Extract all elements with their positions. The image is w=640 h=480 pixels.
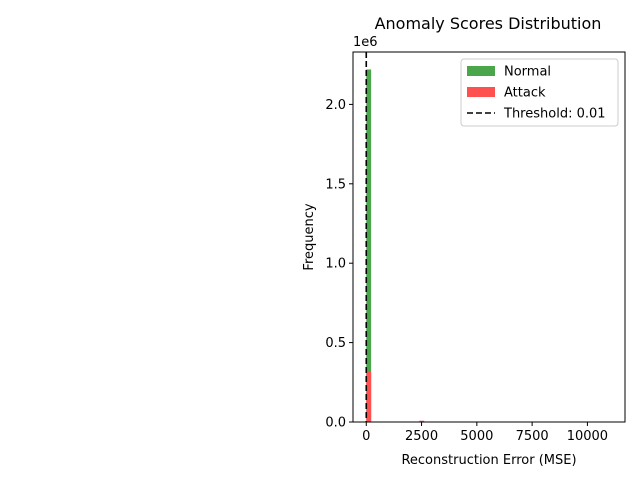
x-tick-label: 7500: [516, 429, 549, 444]
x-tick-label: 0: [362, 429, 370, 444]
legend: Normal Attack Threshold: 0.01: [460, 58, 619, 127]
bar-attack-1: [419, 420, 425, 422]
legend-box: [460, 58, 619, 127]
legend-swatch-normal: [467, 66, 495, 76]
bar-normal-0: [366, 69, 372, 423]
legend-label-normal: Normal: [504, 65, 551, 80]
legend-label-attack: Attack: [504, 86, 546, 101]
x-tick-label: 2500: [405, 429, 438, 444]
bar-attack-0: [366, 371, 372, 422]
chart-title: Anomaly Scores Distribution: [375, 14, 602, 33]
legend-label-threshold: Threshold: 0.01: [503, 107, 606, 122]
x-tick-label: 5000: [460, 429, 493, 444]
x-tick-label: 10000: [567, 429, 608, 444]
y-tick-label: 1.5: [325, 177, 346, 192]
y-tick-label: 0.5: [325, 336, 346, 351]
axes-frame: [352, 51, 626, 423]
x-axis-label: Reconstruction Error (MSE): [401, 453, 576, 468]
y-tick-label: 1.0: [325, 257, 346, 272]
legend-swatch-attack: [467, 87, 495, 97]
y-tick-label: 0.0: [325, 416, 346, 431]
y-tick-label: 2.0: [325, 98, 346, 113]
y-axis-label: Frequency: [302, 203, 317, 270]
y-axis-offset-text: 1e6: [353, 35, 378, 50]
